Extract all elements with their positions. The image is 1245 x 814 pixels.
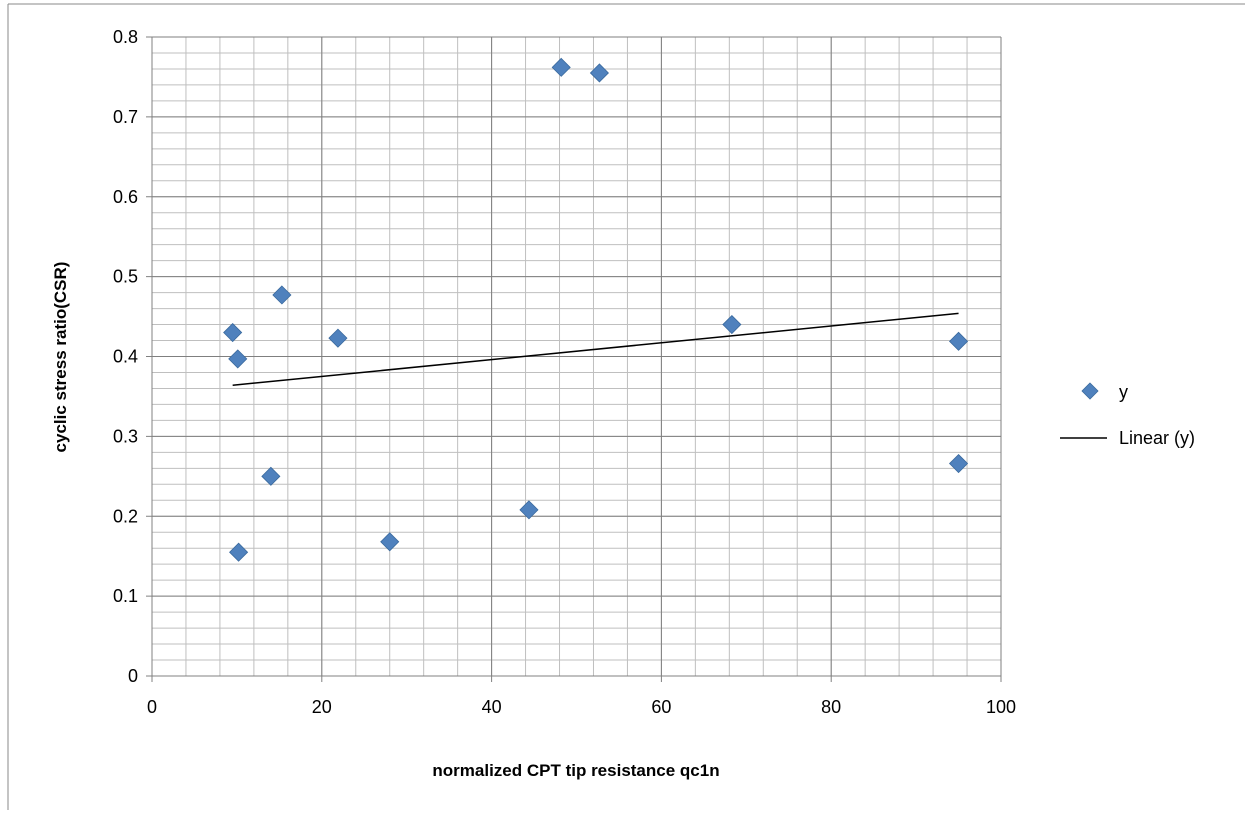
x-tick-label: 80 <box>821 697 841 717</box>
data-point <box>380 532 400 552</box>
axes-layer <box>146 36 1002 682</box>
y-tick-label: 0.2 <box>113 506 138 526</box>
data-point <box>223 322 243 343</box>
y-tick-label: 0.6 <box>113 187 138 207</box>
legend-label-linear: Linear (y) <box>1119 428 1195 448</box>
x-tick-label: 60 <box>651 697 671 717</box>
legend-marker-y <box>1081 382 1099 400</box>
y-axis-title: cyclic stress ratio(CSR) <box>51 262 70 453</box>
data-point <box>519 500 539 520</box>
y-tick-label: 0.1 <box>113 586 138 606</box>
y-tick-label: 0.5 <box>113 267 138 287</box>
trend-layer <box>232 312 959 387</box>
data-point <box>228 349 248 369</box>
points-layer <box>223 57 969 562</box>
y-tick-label: 0.7 <box>113 107 138 127</box>
y-tick-label: 0.4 <box>113 347 138 367</box>
x-tick-label: 40 <box>482 697 502 717</box>
x-tick-label: 20 <box>312 697 332 717</box>
data-point <box>229 542 249 562</box>
legend: y Linear (y) <box>1060 382 1195 448</box>
y-tick-label: 0.3 <box>113 426 138 446</box>
legend-label-y: y <box>1119 382 1128 402</box>
data-point <box>272 285 292 305</box>
data-point <box>328 328 348 348</box>
y-tick-label: 0 <box>128 666 138 686</box>
y-tick-label: 0.8 <box>113 27 138 47</box>
x-tick-label: 100 <box>986 697 1016 717</box>
labels-layer: 0 0.1 0.2 0.3 0.4 0.5 0.6 0.7 0.8 0 20 40 60 80 100 <box>113 27 1016 717</box>
grid-layer <box>151 36 1002 677</box>
data-point <box>948 331 969 351</box>
data-point <box>589 63 609 83</box>
data-point <box>261 466 281 486</box>
data-point <box>948 453 969 474</box>
data-point <box>551 57 571 77</box>
data-point <box>722 314 742 335</box>
x-tick-label: 0 <box>147 697 157 717</box>
x-axis-title: normalized CPT tip resistance qc1n <box>432 761 719 780</box>
trendline <box>232 312 959 387</box>
